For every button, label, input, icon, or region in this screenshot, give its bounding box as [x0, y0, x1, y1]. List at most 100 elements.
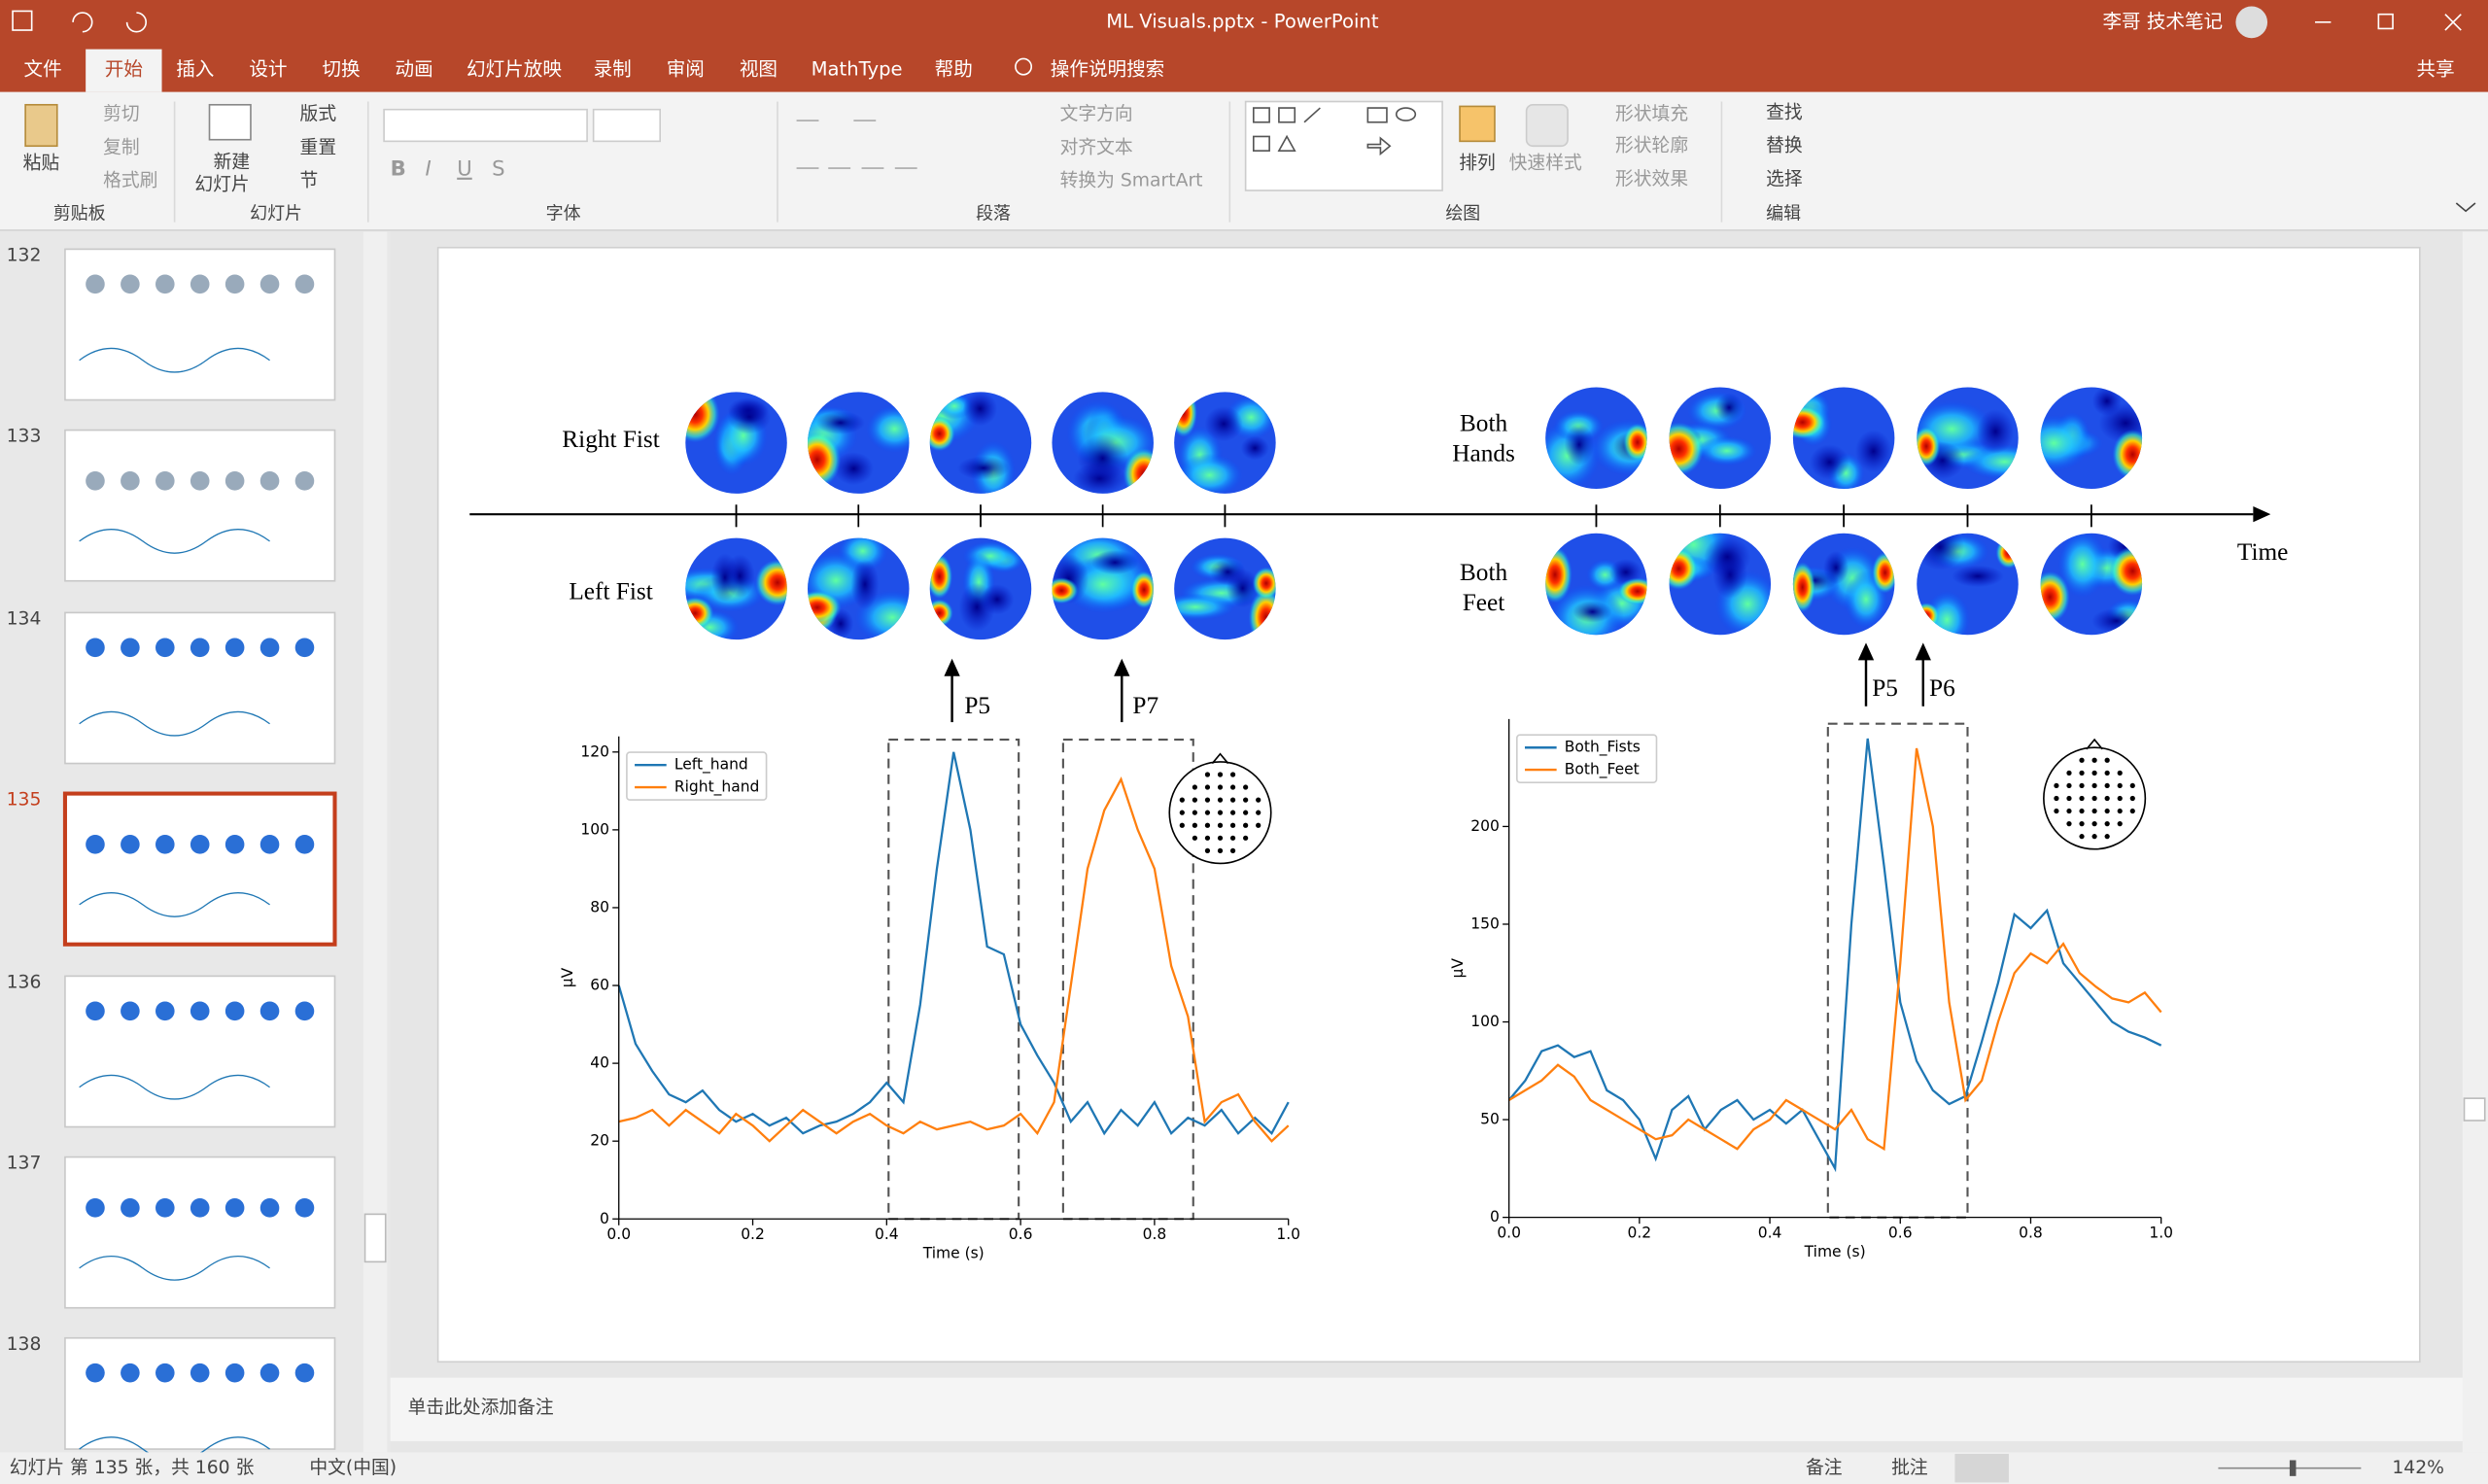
thumbnail[interactable]	[64, 248, 336, 401]
ribbon-tab[interactable]: 开始	[105, 57, 143, 80]
shape-effects-button[interactable]: 形状效果	[1615, 168, 1688, 190]
ribbon-tab[interactable]: 设计	[249, 57, 287, 80]
collapse-ribbon[interactable]	[2455, 202, 2476, 213]
y-tick-label: 20	[590, 1132, 609, 1150]
notes-toggle[interactable]: 备注	[1806, 1457, 1843, 1478]
thumbnail-detail	[259, 835, 280, 854]
thumbnail-detail	[190, 638, 210, 658]
find-button[interactable]: 查找	[1766, 101, 1803, 122]
x-tick-label: 0.0	[606, 1225, 631, 1243]
ribbon-tab[interactable]: MathType	[812, 57, 903, 80]
thumbnail-detail	[79, 529, 270, 554]
align-text-button[interactable]: 对齐文本	[1060, 136, 1133, 157]
select-button[interactable]: 选择	[1766, 168, 1803, 190]
notes-placeholder[interactable]: 单击此处添加备注	[408, 1397, 554, 1418]
user-avatar[interactable]	[2235, 6, 2268, 39]
electrode	[2066, 770, 2072, 776]
row-label: Left Fist	[569, 578, 652, 605]
topomap-blob	[1077, 433, 1128, 483]
ribbon-tab[interactable]: 审阅	[667, 57, 705, 80]
thumbnail-detail	[225, 1363, 245, 1383]
reset-button[interactable]: 重置	[300, 136, 337, 157]
ribbon-tab[interactable]: 录制	[594, 57, 632, 80]
format-painter-button[interactable]: 格式刷	[103, 170, 157, 191]
thumbnail[interactable]	[64, 429, 336, 582]
peak-label: P5	[964, 692, 990, 719]
undo-redo-icons[interactable]	[72, 12, 148, 33]
zoom-level[interactable]: 142%	[2392, 1458, 2444, 1478]
electrode	[2117, 808, 2123, 814]
thumbnail-detail	[156, 1198, 175, 1218]
topomap-blob	[1961, 443, 2019, 480]
save-icon[interactable]	[12, 10, 33, 31]
font-name-box[interactable]	[383, 108, 588, 143]
new-slide-button[interactable]: 新建幻灯片	[194, 151, 250, 194]
thumbnail[interactable]	[62, 791, 337, 947]
ribbon-tab[interactable]: 文件	[23, 57, 61, 80]
tell-me-search[interactable]: 操作说明搜索	[1051, 57, 1164, 80]
slide-scroll-thumb[interactable]	[2463, 1097, 2486, 1122]
electrode	[2091, 782, 2097, 789]
thumbnail[interactable]	[64, 1336, 336, 1450]
ribbon-tab[interactable]: 插入	[176, 57, 214, 80]
electrode	[2066, 795, 2072, 802]
shapes-gallery[interactable]	[1244, 100, 1443, 191]
arrange-icon[interactable]	[1459, 105, 1496, 143]
electrode	[2091, 808, 2097, 814]
arrange-button[interactable]: 排列	[1459, 153, 1496, 174]
paste-icon[interactable]	[24, 103, 58, 148]
line-chart: 0.0 0.2 0.4 0.6 0.8 1.0 0 50 100 150 200 Time (s) μV…	[1449, 718, 2173, 1260]
legend-label: Both_Fists	[1565, 739, 1641, 757]
new-slide-icon[interactable]	[208, 103, 252, 141]
smartart-button[interactable]: 转换为 SmartArt	[1060, 170, 1203, 191]
cut-button[interactable]: 剪切	[103, 103, 140, 124]
window-controls[interactable]	[2315, 13, 2462, 31]
normal-view-button[interactable]	[1954, 1453, 2009, 1483]
topomap-blob	[1204, 405, 1243, 442]
shape-outline-button[interactable]: 形状轮廓	[1615, 135, 1688, 156]
copy-button[interactable]: 复制	[103, 136, 140, 157]
comments-toggle[interactable]: 批注	[1891, 1457, 1928, 1478]
ribbon-tab[interactable]: 切换	[322, 57, 360, 80]
thumbnail-detail	[156, 1363, 175, 1383]
quick-styles-icon[interactable]	[1525, 103, 1569, 148]
text-direction-button[interactable]: 文字方向	[1060, 103, 1133, 124]
electrode	[2129, 782, 2135, 789]
font-size-box[interactable]	[592, 108, 661, 143]
active-tab-bg	[86, 49, 162, 92]
thumbnail-detail	[294, 471, 315, 491]
electrode	[2091, 820, 2097, 827]
quick-styles-button[interactable]: 快速样式	[1509, 153, 1582, 174]
paste-button[interactable]: 粘贴	[23, 153, 60, 174]
thumbnail[interactable]	[64, 1156, 336, 1309]
shape-fill-button[interactable]: 形状填充	[1615, 103, 1688, 124]
thumbnail[interactable]	[64, 611, 336, 765]
section-button[interactable]: 节	[300, 170, 319, 191]
language[interactable]: 中文(中国)	[309, 1457, 397, 1478]
svg-text:B: B	[391, 157, 406, 182]
ribbon-tab[interactable]: 幻灯片放映	[466, 57, 562, 80]
ribbon-tab[interactable]: 帮助	[935, 57, 973, 80]
layout-button[interactable]: 版式	[300, 103, 337, 124]
thumbnail-detail	[79, 892, 270, 917]
topomap	[1052, 537, 1154, 640]
replace-button[interactable]: 替换	[1766, 135, 1803, 156]
head-nose	[2086, 738, 2103, 750]
y-tick-label: 0	[600, 1210, 609, 1227]
ribbon-tab[interactable]: 动画	[396, 57, 433, 80]
thumbnail-scrollbar	[363, 231, 388, 1453]
x-tick-label: 1.0	[1276, 1225, 1300, 1243]
electrode	[1243, 835, 1249, 841]
ribbon-tab[interactable]: 视图	[740, 57, 778, 80]
thumbnail-detail	[121, 1363, 140, 1383]
thumbnail-detail	[156, 1001, 175, 1021]
share-button[interactable]: 共享	[2417, 57, 2455, 80]
topomap	[1174, 537, 1276, 640]
thumbnail-scroll-thumb[interactable]	[363, 1213, 387, 1263]
topomap-blob	[850, 559, 880, 610]
y-tick-label: 120	[580, 742, 609, 760]
zoom-slider-thumb[interactable]	[2289, 1460, 2297, 1476]
electrode	[1204, 847, 1211, 853]
thumbnail[interactable]	[64, 975, 336, 1128]
topomap-blob	[1714, 393, 1744, 423]
